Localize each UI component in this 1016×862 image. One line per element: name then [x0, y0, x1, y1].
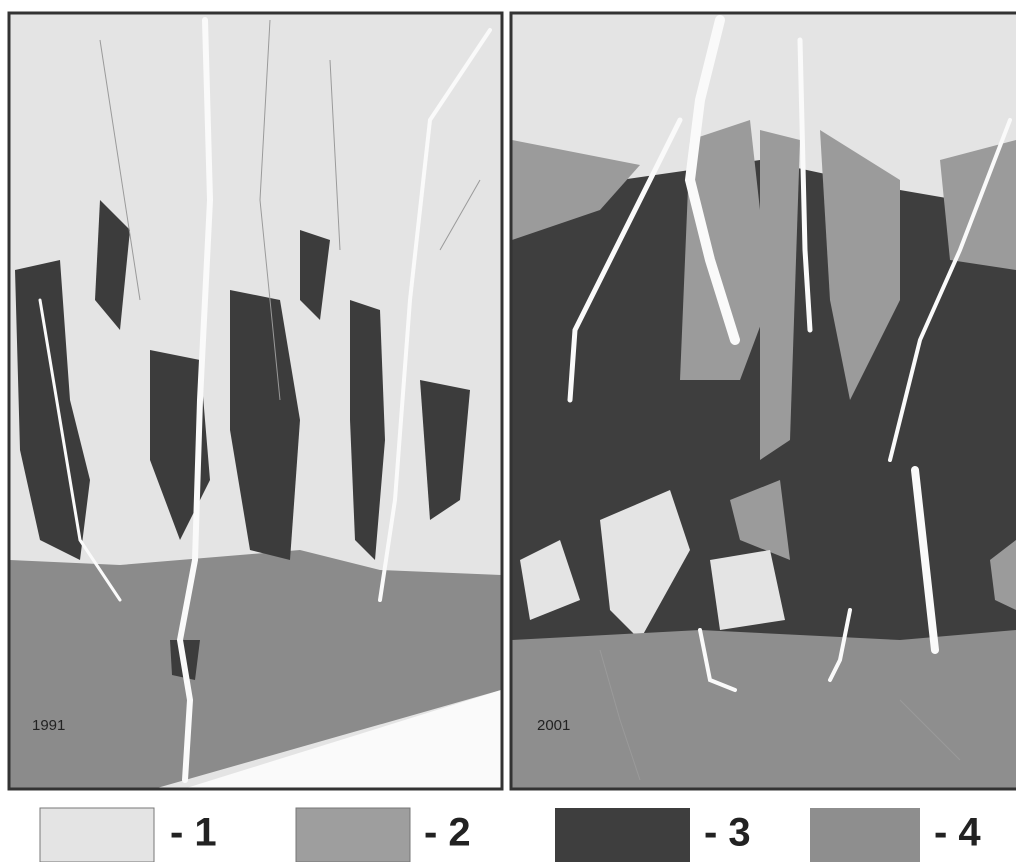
map-figure: 1991 2001 - 1: [0, 0, 1016, 862]
year-label: 2001: [537, 717, 570, 734]
legend-label: - 3: [704, 811, 751, 855]
legend-label: - 2: [424, 811, 471, 855]
legend-label: - 1: [170, 811, 217, 855]
map-1991: 1991: [10, 14, 501, 790]
map-2001: 2001: [512, 14, 1016, 790]
year-label: 1991: [32, 717, 65, 734]
legend-label: - 4: [934, 811, 981, 855]
legend: - 1 - 2 - 3 - 4: [40, 808, 981, 862]
